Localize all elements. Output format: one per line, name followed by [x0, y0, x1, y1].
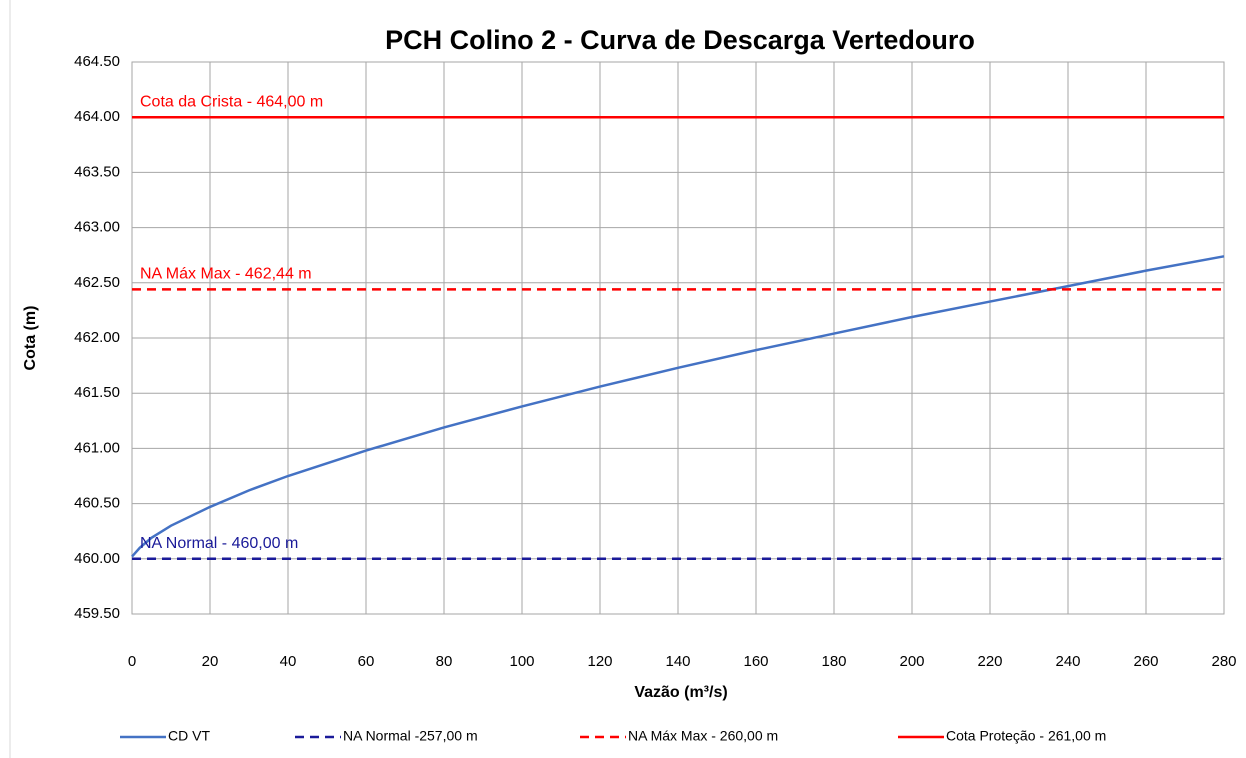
x-tick-label: 160	[743, 653, 768, 670]
series-line	[131, 255, 1225, 558]
x-tick-label: 220	[977, 653, 1002, 670]
y-tick-label: 462.00	[74, 329, 120, 346]
y-tick-label: 461.50	[74, 384, 120, 401]
x-tick-label: 180	[821, 653, 846, 670]
y-tick-label: 464.00	[74, 108, 120, 125]
y-tick-label: 460.00	[74, 550, 120, 567]
y-tick-label: 459.50	[74, 605, 120, 622]
annotation: NA Normal - 460,00 m	[140, 535, 298, 552]
y-tick-label: 463.00	[74, 219, 120, 236]
x-axis-label: Vazão (m³/s)	[634, 684, 727, 701]
legend-label: NA Normal -257,00 m	[343, 728, 478, 744]
plot-border	[131, 61, 1225, 615]
x-tick-label: 20	[202, 653, 219, 670]
y-tick-label: 464.50	[74, 53, 120, 70]
y-tick-label: 460.50	[74, 495, 120, 512]
x-tick-label: 100	[509, 653, 534, 670]
x-tick-label: 140	[665, 653, 690, 670]
x-tick-label: 200	[899, 653, 924, 670]
x-tick-label: 240	[1055, 653, 1080, 670]
y-tick-label: 462.50	[74, 274, 120, 291]
x-tick-label: 0	[128, 653, 136, 670]
x-tick-label: 120	[587, 653, 612, 670]
annotation: Cota da Crista - 464,00 m	[140, 93, 323, 110]
x-tick-label: 80	[436, 653, 453, 670]
legend-label: CD VT	[168, 728, 210, 744]
x-tick-label: 280	[1211, 653, 1236, 670]
x-tick-label: 260	[1133, 653, 1158, 670]
y-tick-label: 461.00	[74, 439, 120, 456]
x-tick-label: 40	[280, 653, 297, 670]
x-tick-label: 60	[358, 653, 375, 670]
annotation: NA Máx Max - 462,44 m	[140, 266, 312, 283]
legend-label: Cota Proteção - 261,00 m	[946, 728, 1106, 744]
y-axis-label: Cota (m)	[22, 306, 39, 371]
y-tick-label: 463.50	[74, 163, 120, 180]
chart-title: PCH Colino 2 - Curva de Descarga Vertedo…	[385, 25, 975, 55]
legend-label: NA Máx Max - 260,00 m	[628, 728, 778, 744]
